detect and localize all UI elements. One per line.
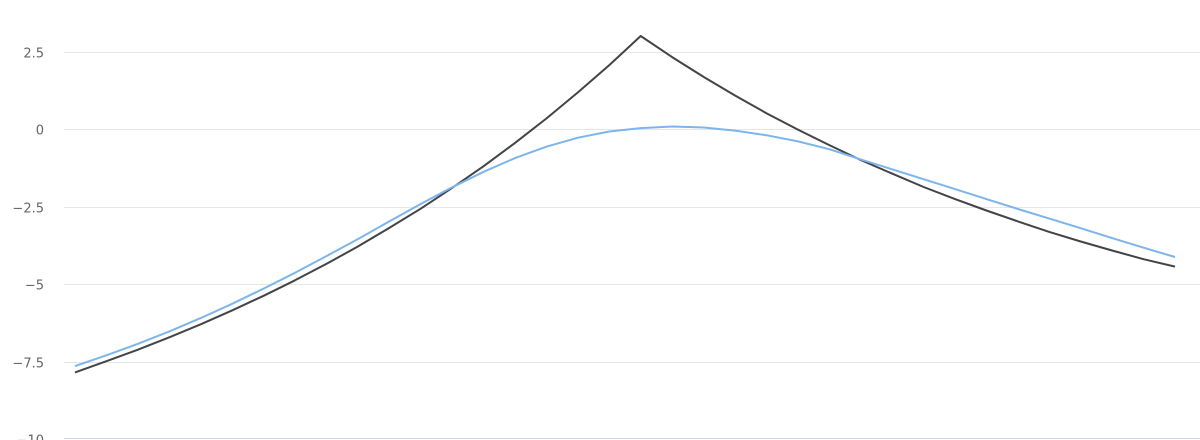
series-group — [74, 35, 1176, 374]
series-line-2 — [74, 125, 1176, 368]
y-tick-label: 0 — [36, 124, 44, 139]
y-tick-label: −5 — [25, 279, 44, 294]
y-tick-label: −10 — [17, 434, 44, 440]
series-line-1 — [74, 35, 1176, 374]
y-tick-label: −2.5 — [12, 202, 44, 217]
y-axis-labels: 2.5 0 −2.5 −5 −7.5 −10 — [12, 47, 44, 440]
gridlines — [64, 52, 1200, 363]
y-tick-label: −7.5 — [12, 357, 44, 372]
y-tick-label: 2.5 — [23, 47, 44, 62]
